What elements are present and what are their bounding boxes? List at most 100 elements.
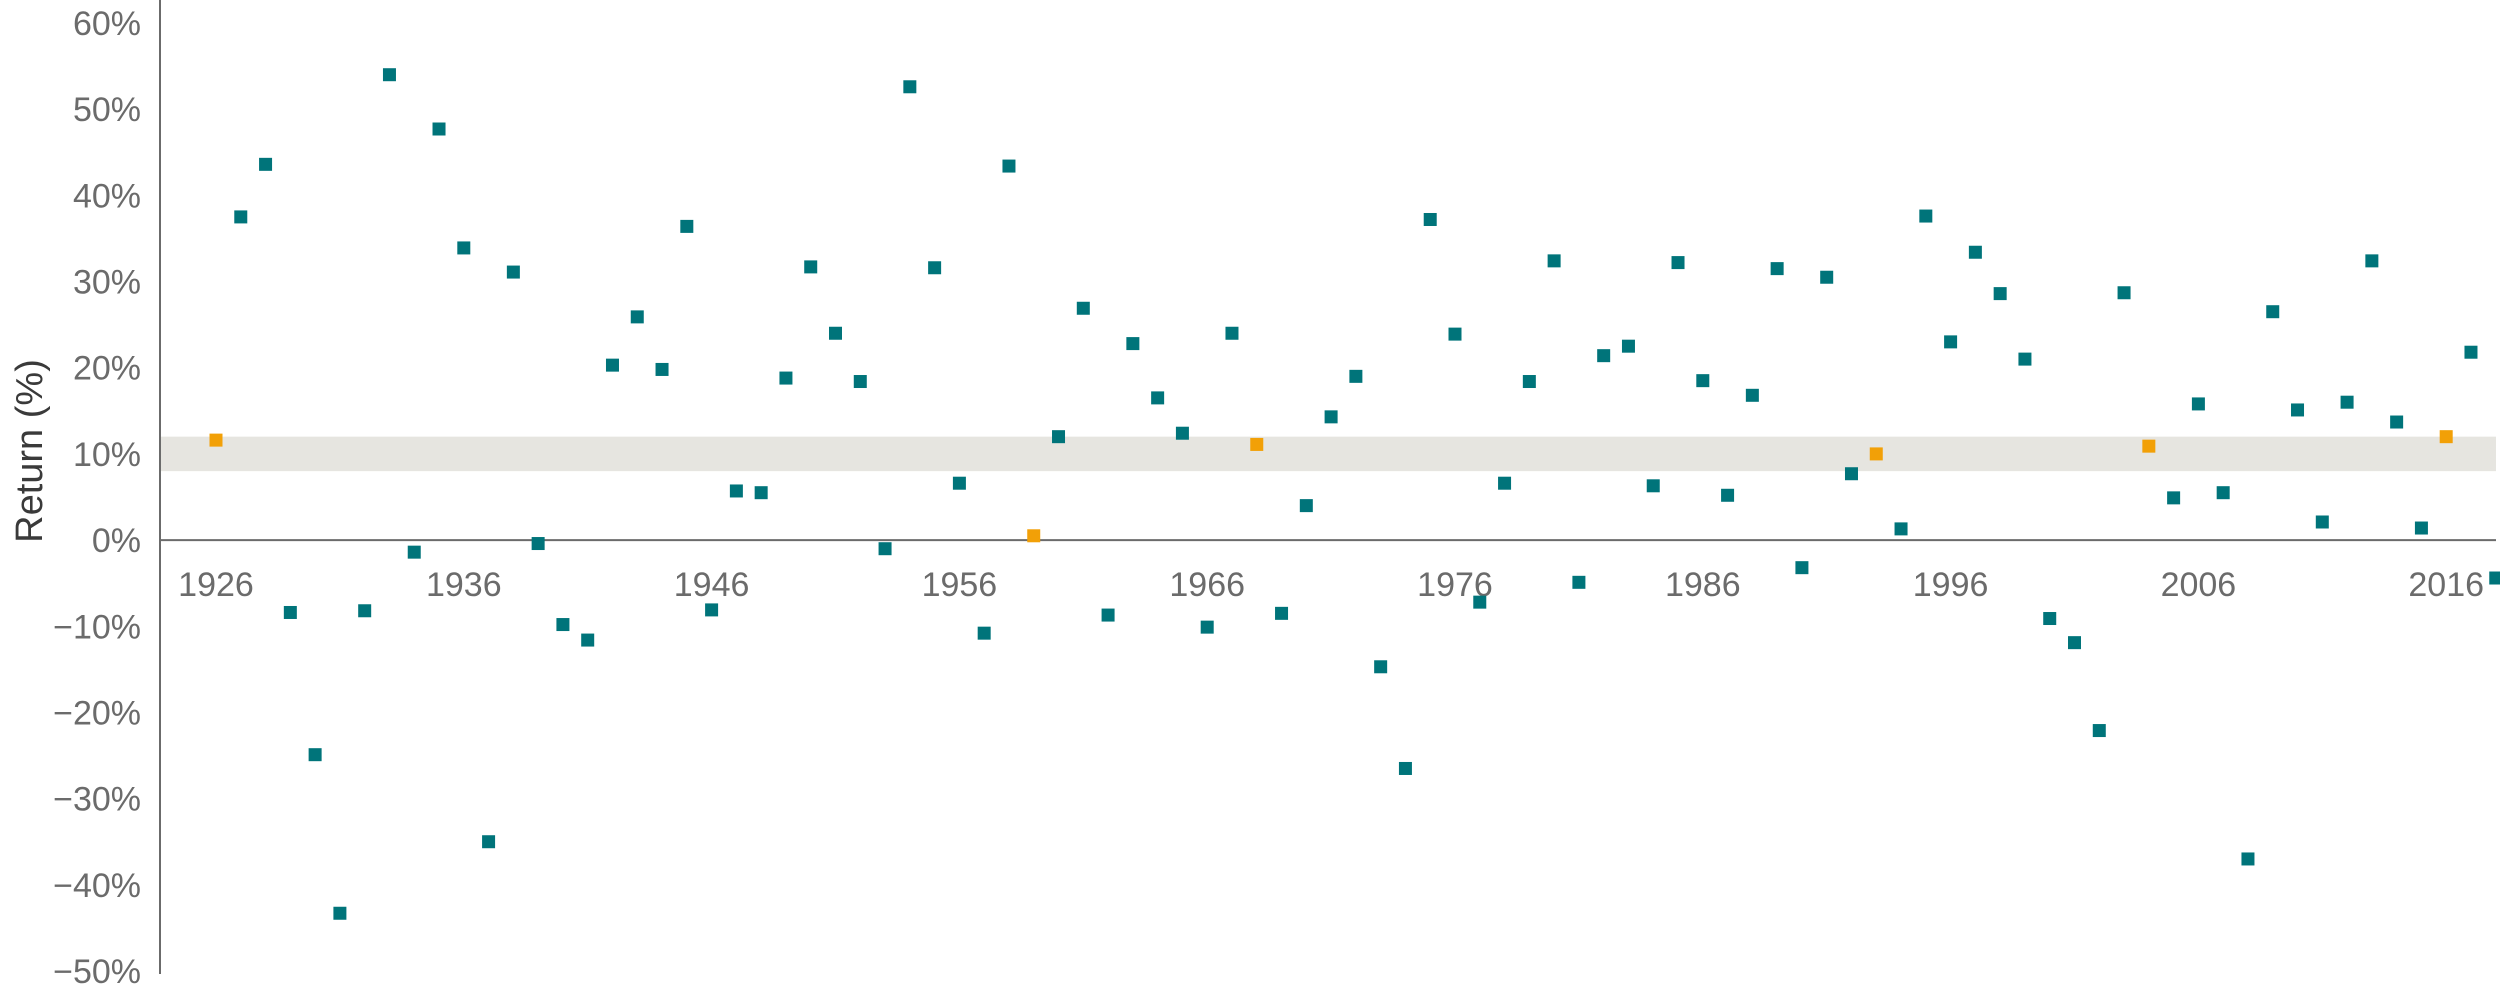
- data-point: [1820, 270, 1834, 284]
- y-tick-label: 40%: [73, 177, 141, 215]
- y-tick-label: 50%: [73, 91, 141, 129]
- data-point: [2167, 491, 2181, 505]
- data-point: [705, 603, 719, 617]
- y-tick-label: −40%: [53, 867, 141, 905]
- x-tick-label: 1956: [922, 566, 998, 604]
- y-tick-labels: 60% 50% 40% 30% 20% 10% 0% −10% −20% −30% −40% −50%: [53, 5, 141, 988]
- data-point: [2018, 352, 2032, 366]
- y-tick-label: 10%: [73, 436, 141, 474]
- x-tick-label: 2006: [2161, 566, 2237, 604]
- data-point: [407, 545, 421, 559]
- data-point: [1448, 327, 1462, 341]
- data-point: [1324, 410, 1338, 424]
- data-point: [2414, 521, 2428, 535]
- data-point: [928, 261, 942, 275]
- data-point: [829, 326, 842, 340]
- data-point: [457, 241, 471, 255]
- data-point: [2043, 612, 2057, 626]
- data-point: [1175, 426, 1189, 440]
- average-return-band: [160, 436, 2496, 472]
- data-point: [2390, 415, 2404, 429]
- data-point: [1993, 287, 2007, 301]
- x-tick-label: 2016: [2408, 566, 2484, 604]
- data-point: [2191, 397, 2205, 411]
- data-point: [259, 157, 273, 171]
- data-point-highlight: [2142, 439, 2156, 453]
- data-point: [1968, 245, 1982, 259]
- data-point: [482, 835, 496, 849]
- data-point: [1225, 326, 1239, 340]
- data-point-highlight: [1250, 437, 1264, 451]
- data-point: [2464, 345, 2478, 359]
- average-return-band-layer: [160, 436, 2496, 472]
- data-point: [605, 358, 619, 372]
- data-point: [1498, 476, 1512, 490]
- data-point: [2365, 254, 2379, 268]
- data-point: [1398, 761, 1412, 775]
- data-point: [1200, 620, 1214, 634]
- x-tick-label: 1986: [1665, 566, 1741, 604]
- data-point: [234, 210, 248, 224]
- axes-layer: [159, 0, 2496, 974]
- data-point: [903, 80, 917, 94]
- y-tick-label: −10%: [53, 608, 141, 646]
- data-point: [804, 260, 818, 274]
- data-point: [1473, 595, 1487, 609]
- y-tick-label: −30%: [53, 781, 141, 819]
- data-point: [1944, 335, 1958, 349]
- data-point: [1151, 391, 1165, 405]
- data-point: [729, 484, 743, 498]
- y-tick-label: 20%: [73, 350, 141, 388]
- data-point: [1076, 301, 1090, 315]
- y-tick-label: 30%: [73, 264, 141, 302]
- data-point: [952, 476, 966, 490]
- data-point: [283, 605, 297, 619]
- data-points: [209, 68, 2500, 920]
- x-tick-label: 1966: [1169, 566, 1245, 604]
- data-point: [581, 633, 595, 647]
- data-point: [1696, 374, 1710, 388]
- data-point: [2092, 724, 2106, 738]
- x-tick-label: 1946: [674, 566, 750, 604]
- data-point: [853, 375, 867, 389]
- data-point: [333, 906, 347, 920]
- data-point: [2216, 486, 2230, 500]
- x-tick-labels: 1926 1936 1946 1956 1966 1976 1986 1996 2006 2016: [178, 566, 2484, 604]
- y-tick-label: 60%: [73, 5, 141, 43]
- data-point: [1275, 606, 1289, 620]
- data-point: [1721, 488, 1735, 502]
- data-point: [382, 68, 396, 82]
- data-point: [1646, 479, 1660, 493]
- data-point: [1795, 561, 1809, 575]
- y-tick-label: −50%: [53, 953, 141, 988]
- data-point: [779, 371, 793, 385]
- data-point: [308, 748, 322, 762]
- data-point: [2489, 571, 2500, 585]
- data-point: [2340, 395, 2354, 409]
- data-point: [2315, 515, 2329, 529]
- data-point: [1101, 608, 1115, 622]
- data-point-highlight: [209, 433, 223, 447]
- data-point-highlight: [1027, 529, 1041, 543]
- data-point: [680, 219, 694, 233]
- data-point: [2291, 403, 2305, 417]
- x-tick-label: 1936: [426, 566, 502, 604]
- y-tick-label: −20%: [53, 694, 141, 732]
- data-point: [1374, 660, 1388, 674]
- data-point: [1745, 388, 1759, 402]
- data-point: [1522, 375, 1536, 389]
- data-point: [1671, 256, 1685, 270]
- y-tick-label: 0%: [92, 522, 141, 560]
- x-tick-label: 1926: [178, 566, 254, 604]
- data-point: [977, 626, 991, 640]
- data-point: [2266, 305, 2280, 319]
- data-point: [1894, 522, 1908, 536]
- data-point: [1621, 339, 1635, 353]
- data-point: [1597, 349, 1611, 363]
- data-point: [1919, 209, 1933, 223]
- x-tick-label: 1996: [1913, 566, 1989, 604]
- data-point: [878, 542, 892, 556]
- data-point: [655, 362, 669, 376]
- data-point: [630, 310, 644, 324]
